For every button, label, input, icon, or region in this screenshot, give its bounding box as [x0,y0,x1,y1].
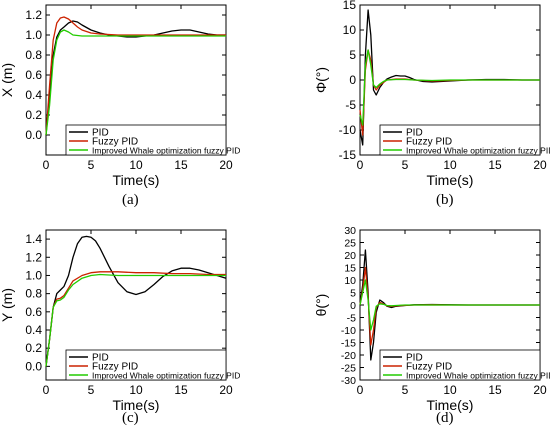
x-tick-label: 15 [488,158,502,172]
legend-label: Fuzzy PID [92,137,138,148]
legend-label: PID [92,353,109,364]
series-line-2 [45,271,226,367]
y-tick-label: 25 [344,238,356,250]
legend-label: Fuzzy PID [406,362,452,373]
legend-label: Fuzzy PID [406,137,452,148]
x-tick-label: 5 [402,158,409,172]
y-tick-label: 1.2 [25,250,42,264]
y-tick-label: 15 [343,0,357,12]
series-line-3 [45,29,226,136]
y-axis-title: θ(°) [313,294,329,317]
y-axis-title: Φ(°) [313,67,329,93]
chart-panel-d: 0 5 10 15 20-30-25-20-15-10-5051015202530Tim… [313,225,550,413]
y-tick-label: 0.8 [25,287,42,301]
panel-caption-b: (b) [436,192,454,208]
series-line-3 [359,279,540,331]
y-tick-label: -5 [347,313,356,325]
chart-panel-a: 0 5 10 15 20 0.0 0.2 0.4 0.6 0.8 1.0 1.2 Time(s) X (m… [0,4,240,188]
x-tick-label: 20 [219,383,233,397]
y-tick-label: 0 [350,300,356,312]
x-tick-label: 15 [174,158,188,172]
x-tick-label: 10 [129,383,143,397]
series-line-3 [45,273,226,367]
x-tick-label: 0 [43,383,50,397]
x-tick-label: 20 [533,383,547,397]
panel-caption-a: (a) [122,192,139,208]
x-tick-label: 10 [443,383,457,397]
legend-box [65,349,227,381]
y-tick-label: -25 [341,363,356,375]
legend-label: Improved Whale optimization fuzzy PID [92,371,240,381]
y-tick-label: 30 [344,225,356,237]
x-tick-label: 15 [174,383,188,397]
x-tick-label: 10 [443,158,457,172]
legend-label: PID [406,128,423,139]
legend-label: PID [406,353,423,364]
y-tick-label: 0.6 [25,68,42,82]
series-line-2 [359,266,540,346]
x-tick-label: 20 [219,158,233,172]
x-tick-label: 0 [43,158,50,172]
y-tick-label: -20 [341,350,356,362]
legend-label: Improved Whale optimization fuzzy PID [406,146,550,156]
y-tick-label: 5 [349,48,356,62]
legend-box [379,349,541,381]
y-tick-label: 5 [350,288,356,300]
series-line-2 [359,49,540,136]
y-tick-label: 0.6 [25,305,42,319]
chart-panel-c: 0 5 10 15 20 0.0 0.2 0.4 0.6 0.8 1.0 1.2 1.4 Time(s) Y… [0,229,240,413]
y-tick-label: -15 [341,338,356,350]
y-tick-label: -30 [341,375,356,387]
x-axis-title: Time(s) [113,172,160,188]
x-tick-label: 5 [88,158,95,172]
x-axis-title: Time(s) [427,397,474,413]
x-tick-label: 5 [88,383,95,397]
x-tick-label: 0 [357,383,364,397]
y-tick-label: 1.2 [25,8,42,22]
y-axis-title: X (m) [0,63,15,97]
y-tick-label: 1.0 [25,28,42,42]
x-tick-label: 0 [357,158,364,172]
legend-box [379,124,541,156]
series-line-3 [359,49,540,126]
panel-caption-d: (d) [436,410,454,426]
legend-box [65,124,227,156]
y-tick-label: -5 [345,98,356,112]
panel-caption-c: (c) [122,410,139,426]
y-tick-label: 1.0 [25,268,42,282]
y-tick-label: 10 [343,23,357,37]
series-line-2 [45,16,226,136]
x-tick-label: 20 [533,158,547,172]
x-axis-title: Time(s) [113,397,160,413]
series-line-1 [45,235,227,367]
series-line-1 [45,20,226,136]
legend-label: Fuzzy PID [92,362,138,373]
legend-label: Improved Whale optimization fuzzy PID [92,146,240,156]
x-tick-label: 15 [488,383,502,397]
y-tick-label: -15 [339,148,357,162]
y-tick-label: -10 [339,123,357,137]
x-axis-title: Time(s) [427,172,474,188]
y-tick-label: 15 [344,263,356,275]
y-tick-label: 20 [344,250,356,262]
y-tick-label: 0.0 [25,128,42,142]
x-tick-label: 5 [402,383,409,397]
y-tick-label: 0.8 [25,48,42,62]
legend-label: PID [92,128,109,139]
y-tick-label: 0.2 [25,341,42,355]
y-tick-label: -10 [341,325,356,337]
y-tick-label: 0.4 [25,88,42,102]
chart-panel-b: 0 5 10 15 20 -15 -10 -5 0 5 10 15 Time(s) Φ(°) PIDFuzz… [313,0,550,188]
y-tick-label: 0 [349,73,356,87]
y-tick-label: 0.0 [25,359,42,373]
y-tick-label: 1.4 [25,232,42,246]
y-tick-label: 0.4 [25,323,42,337]
legend-label: Improved Whale optimization fuzzy PID [406,371,550,381]
y-tick-label: 10 [344,275,356,287]
y-axis-title: Y (m) [0,288,15,322]
y-tick-label: 0.2 [25,108,42,122]
x-tick-label: 10 [129,158,143,172]
